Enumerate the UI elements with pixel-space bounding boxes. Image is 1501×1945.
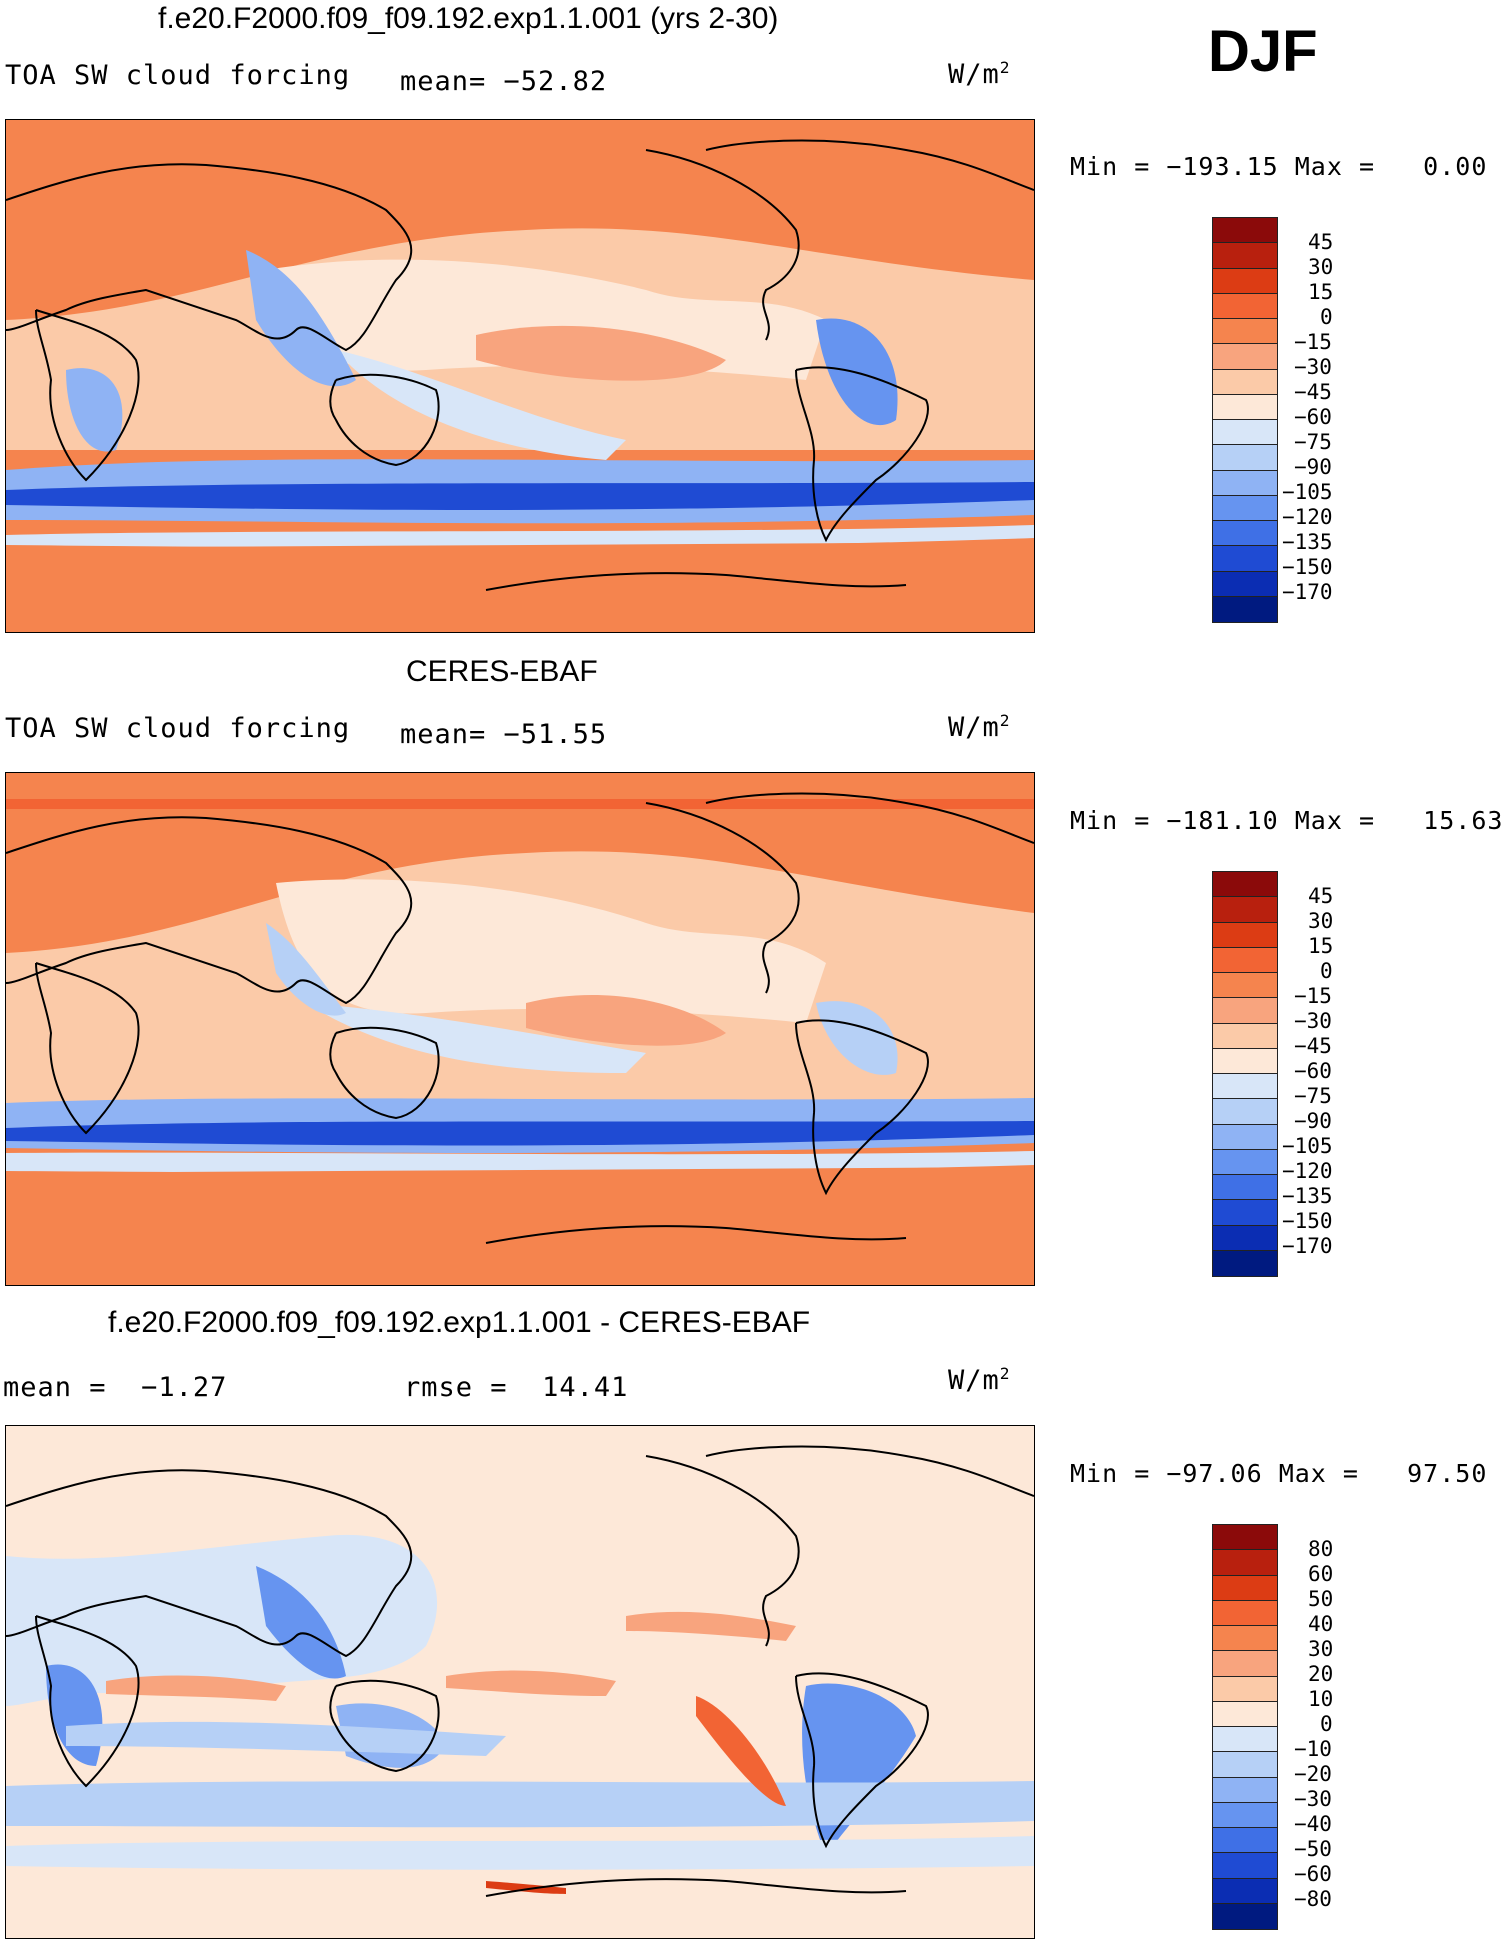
cbar-tick: 15 <box>1308 934 1334 958</box>
cbar-tick: −30 <box>1294 355 1332 379</box>
cbar-tick: −150 <box>1282 555 1333 579</box>
cbar-tick: 50 <box>1308 1587 1334 1611</box>
cbar-tick: −150 <box>1282 1209 1333 1233</box>
cbar-tick: −170 <box>1282 580 1333 604</box>
cbar-tick: 80 <box>1308 1537 1334 1561</box>
panel1-map <box>5 119 1035 633</box>
panel2-colorbar <box>1212 871 1278 1277</box>
cbar-tick: −75 <box>1294 1084 1332 1108</box>
cbar-tick: −50 <box>1294 1837 1332 1861</box>
cbar-tick: 45 <box>1308 230 1334 254</box>
cbar-tick: 15 <box>1308 280 1334 304</box>
cbar-tick: −60 <box>1294 405 1332 429</box>
cbar-tick: −15 <box>1294 984 1332 1008</box>
panel1-mean: mean= −52.82 <box>400 66 608 97</box>
cbar-tick: −120 <box>1282 505 1333 529</box>
cbar-tick: −170 <box>1282 1234 1333 1258</box>
cbar-tick: −30 <box>1294 1787 1332 1811</box>
panel3-title: f.e20.F2000.f09_f09.192.exp1.1.001 - CER… <box>108 1306 811 1339</box>
panel1-colorbar <box>1212 217 1278 623</box>
panel2-map <box>5 772 1035 1286</box>
panel3-colorbar <box>1212 1524 1278 1930</box>
cbar-tick: 45 <box>1308 884 1334 908</box>
cbar-tick: −30 <box>1294 1009 1332 1033</box>
cbar-tick: 60 <box>1308 1562 1334 1586</box>
cbar-tick: 30 <box>1308 1637 1334 1661</box>
panel1-minmax: Min = −193.15 Max = 0.00 <box>1070 152 1488 181</box>
cbar-tick: −60 <box>1294 1059 1332 1083</box>
panel1-variable: TOA SW cloud forcing <box>5 60 351 91</box>
cbar-tick: 30 <box>1308 909 1334 933</box>
cbar-tick: −15 <box>1294 330 1332 354</box>
cbar-tick: −135 <box>1282 1184 1333 1208</box>
cbar-tick: −45 <box>1294 380 1332 404</box>
cbar-tick: 0 <box>1320 1712 1333 1736</box>
panel3-mean: mean = −1.27 <box>3 1372 228 1403</box>
cbar-tick: 20 <box>1308 1662 1334 1686</box>
cbar-tick: 40 <box>1308 1612 1334 1636</box>
cbar-tick: −20 <box>1294 1762 1332 1786</box>
cbar-tick: −105 <box>1282 1134 1333 1158</box>
panel2-title: CERES-EBAF <box>406 655 598 688</box>
panel3-map <box>5 1425 1035 1939</box>
panel3-minmax: Min = −97.06 Max = 97.50 <box>1070 1459 1488 1488</box>
panel2-minmax: Min = −181.10 Max = 15.63 <box>1070 806 1501 835</box>
cbar-tick: −80 <box>1294 1887 1332 1911</box>
cbar-tick: 0 <box>1320 959 1333 983</box>
cbar-tick: −105 <box>1282 480 1333 504</box>
panel3-rmse: rmse = 14.41 <box>404 1372 629 1403</box>
cbar-tick: −75 <box>1294 430 1332 454</box>
cbar-tick: 0 <box>1320 305 1333 329</box>
cbar-tick: −60 <box>1294 1862 1332 1886</box>
panel1-title: f.e20.F2000.f09_f09.192.exp1.1.001 (yrs … <box>158 2 779 35</box>
panel2-units: W/m2 <box>948 711 1011 743</box>
panel1-units: W/m2 <box>948 58 1011 90</box>
cbar-tick: −90 <box>1294 1109 1332 1133</box>
cbar-tick: −135 <box>1282 530 1333 554</box>
cbar-tick: −90 <box>1294 455 1332 479</box>
cbar-tick: −45 <box>1294 1034 1332 1058</box>
panel3-units: W/m2 <box>948 1364 1011 1396</box>
cbar-tick: 10 <box>1308 1687 1334 1711</box>
cbar-tick: −10 <box>1294 1737 1332 1761</box>
panel2-variable: TOA SW cloud forcing <box>5 713 351 744</box>
cbar-tick: −40 <box>1294 1812 1332 1836</box>
panel1-cbar-swatch <box>1213 218 1277 244</box>
cbar-tick: −120 <box>1282 1159 1333 1183</box>
season-label: DJF <box>1208 19 1318 84</box>
cbar-tick: 30 <box>1308 255 1334 279</box>
panel2-mean: mean= −51.55 <box>400 719 608 750</box>
